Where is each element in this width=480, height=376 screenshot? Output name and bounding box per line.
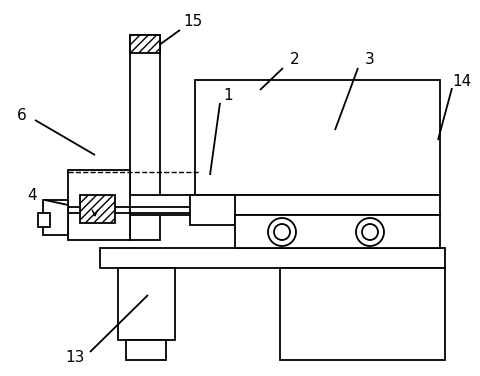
Bar (130, 35, 160, 240)
Text: 14: 14 (452, 74, 472, 89)
Text: 6: 6 (17, 108, 27, 123)
Text: 4: 4 (27, 188, 37, 203)
Bar (43, 200, 68, 235)
Bar (130, 35, 160, 53)
Text: 2: 2 (290, 53, 300, 68)
Text: 1: 1 (223, 88, 233, 103)
Bar (235, 215, 440, 248)
Text: 3: 3 (365, 53, 375, 68)
Text: 15: 15 (183, 15, 203, 29)
Text: 13: 13 (65, 350, 84, 365)
Bar (38, 213, 50, 227)
Bar (190, 195, 235, 225)
Bar (120, 195, 440, 215)
Bar (68, 170, 130, 240)
Bar (195, 80, 440, 195)
Bar (100, 248, 445, 268)
Bar (126, 340, 166, 360)
Bar (280, 268, 445, 360)
Bar (80, 195, 115, 223)
Bar (118, 268, 175, 340)
